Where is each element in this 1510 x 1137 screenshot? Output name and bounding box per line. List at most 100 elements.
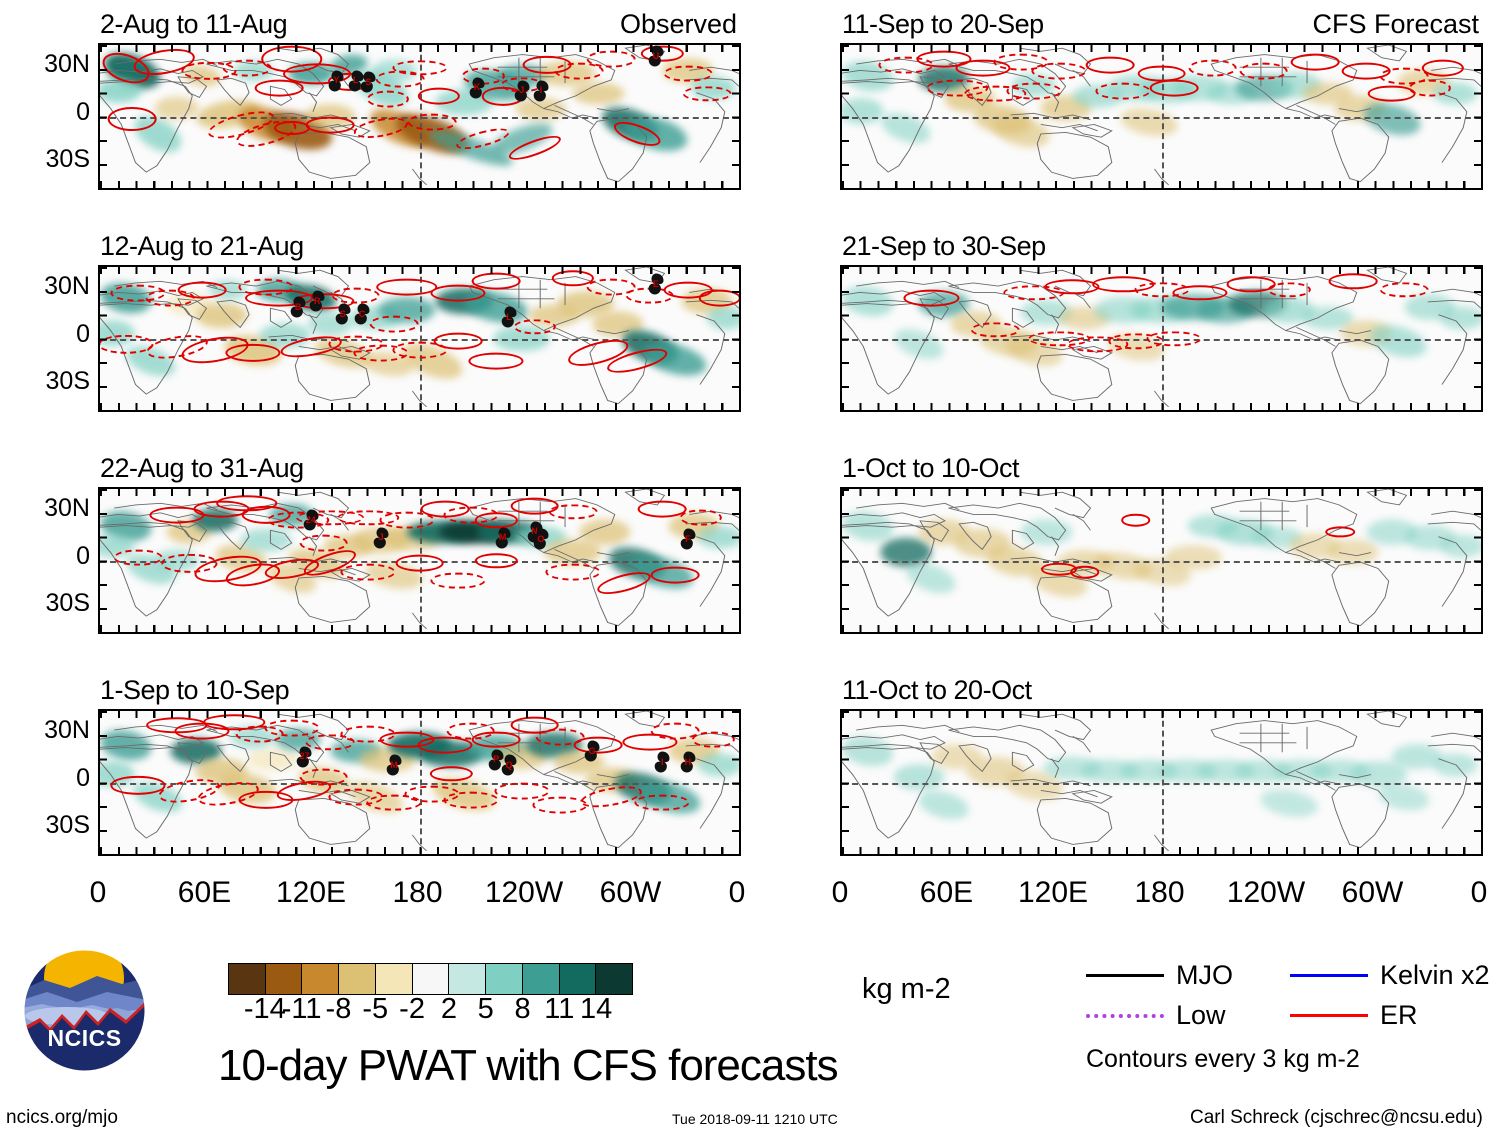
pwat-anomaly-shading xyxy=(100,489,739,632)
storm-marker[interactable]: L xyxy=(500,306,517,329)
pwat-anomaly-shading xyxy=(100,267,739,410)
y-tick-label: 30N xyxy=(44,715,90,744)
storm-marker[interactable]: M xyxy=(494,526,511,549)
hurricane-icon xyxy=(648,273,664,295)
storm-label: B xyxy=(294,301,302,312)
hurricane-icon xyxy=(373,527,389,549)
legend-entry-low: Low xyxy=(1086,1002,1226,1029)
x-tick-label: 120E xyxy=(1017,876,1089,909)
panel-title: 2-Aug to 11-Aug xyxy=(100,9,288,39)
storm-marker[interactable]: E xyxy=(647,273,664,296)
storm-marker[interactable]: P xyxy=(488,748,505,771)
storm-marker[interactable]: I xyxy=(654,751,671,774)
footer-timestamp: Tue 2018-09-11 1210 UTC xyxy=(672,1111,838,1127)
colorbar-tick-label: 11 xyxy=(544,993,575,1025)
map-plot[interactable] xyxy=(840,265,1483,412)
storm-marker[interactable]: J xyxy=(513,79,530,102)
storm-marker[interactable]: G xyxy=(584,740,601,763)
colorbar-ticklabels: -14 -11 -8 -5 -2 2 5 8 11 14 xyxy=(228,995,633,1029)
hurricane-icon xyxy=(361,71,376,93)
hurricane-icon xyxy=(514,80,530,102)
legend-label-er: ER xyxy=(1380,1000,1418,1030)
storm-marker[interactable]: C xyxy=(353,303,370,326)
footer-website[interactable]: ncics.org/mjo xyxy=(6,1107,118,1128)
storm-marker[interactable]: R xyxy=(309,290,326,313)
storm-label: 27 xyxy=(299,751,310,762)
hurricane-icon xyxy=(386,754,402,776)
storm-marker[interactable]: L xyxy=(347,69,364,92)
storm-label: L xyxy=(506,311,512,322)
storm-marker[interactable]: O xyxy=(532,528,549,551)
storm-marker[interactable]: K xyxy=(469,76,486,99)
storm-label: R xyxy=(314,295,321,306)
storm-marker[interactable]: 24 xyxy=(302,509,319,532)
storm-marker[interactable]: H xyxy=(679,751,696,774)
contour-interval-note: Contours every 3 kg m-2 xyxy=(1086,1045,1360,1073)
x-tick-label: 0 xyxy=(831,876,849,909)
dateline xyxy=(1161,267,1164,410)
colorbar-tick-label: -11 xyxy=(281,993,322,1025)
dateline xyxy=(1161,489,1164,632)
storm-marker[interactable]: I xyxy=(532,79,549,102)
contour-legend: MJO Kelvin x2 Low ER Contours every 3 kg… xyxy=(1086,962,1490,1073)
y-tick-label: 30S xyxy=(45,367,90,396)
colorbar-swatch xyxy=(265,964,303,994)
colorbar-tick-label: 8 xyxy=(514,993,531,1025)
map-plot[interactable] xyxy=(840,487,1483,634)
hurricane-icon xyxy=(309,290,325,312)
storm-label: M xyxy=(390,759,398,770)
storm-label: M xyxy=(498,532,507,543)
hurricane-icon xyxy=(488,749,504,771)
panel-title: 11-Oct to 20-Oct xyxy=(842,675,1032,705)
ncics-logo-text: NCICS xyxy=(47,1025,122,1051)
panel-title: 1-Sep to 10-Sep xyxy=(100,675,290,705)
hurricane-icon xyxy=(329,70,344,92)
storm-marker[interactable]: M xyxy=(385,754,402,777)
map-plot[interactable] xyxy=(840,43,1483,190)
panel-title: 22-Aug to 31-Aug xyxy=(100,453,304,483)
hurricane-icon xyxy=(501,306,517,328)
legend-label-low: Low xyxy=(1176,1000,1226,1030)
storm-marker[interactable]: 27 xyxy=(296,745,313,768)
storm-marker[interactable]: B xyxy=(290,296,307,319)
panel-title: 21-Sep to 30-Sep xyxy=(842,231,1046,261)
hurricane-icon xyxy=(501,754,517,776)
hurricane-icon xyxy=(290,296,306,318)
storm-marker[interactable]: U xyxy=(647,45,664,68)
y-tick-label: 30N xyxy=(44,493,90,522)
colorbar-tick-label: 14 xyxy=(580,993,613,1025)
panel-title: 11-Sep to 20-Sep xyxy=(842,9,1044,39)
storm-marker[interactable]: J xyxy=(373,526,390,549)
y-tick-label: 30S xyxy=(45,145,90,174)
storm-label: Y xyxy=(333,75,340,86)
colorbar-swatch xyxy=(449,964,487,994)
map-plot[interactable]: 27 M P Q G I H xyxy=(98,709,741,856)
footer-author: Carl Schreck (cjschrec@ncsu.edu) xyxy=(1190,1107,1483,1128)
colorbar-swatch xyxy=(375,964,413,994)
storm-marker[interactable]: Y xyxy=(328,69,345,92)
y-tick-label: 30N xyxy=(44,271,90,300)
x-tick-label: 0 xyxy=(89,876,107,909)
storm-label: L xyxy=(352,75,359,86)
x-tick-label: 60E xyxy=(177,876,232,909)
y-tick-label: 30S xyxy=(45,811,90,840)
colorbar-units: kg m-2 xyxy=(862,973,951,1005)
x-tick-label: 60W xyxy=(1341,876,1404,909)
storm-marker[interactable]: F xyxy=(679,528,696,551)
dateline xyxy=(1161,711,1164,854)
storm-marker[interactable]: S xyxy=(360,71,377,94)
storm-marker[interactable]: S xyxy=(334,303,351,326)
map-plot[interactable] xyxy=(840,709,1483,856)
pwat-anomaly-shading xyxy=(842,711,1481,854)
map-plot[interactable]: 24 J M N O F xyxy=(98,487,741,634)
colorbar-swatch xyxy=(486,964,523,994)
hurricane-icon xyxy=(335,303,351,325)
colorbar-tick-label: -5 xyxy=(362,993,389,1025)
legend-label-kelvin: Kelvin x2 xyxy=(1380,960,1490,990)
map-plot[interactable]: B R S C L E xyxy=(98,265,741,412)
coastlines xyxy=(842,267,1481,408)
x-tick-label: 60E xyxy=(919,876,974,909)
storm-marker[interactable]: Q xyxy=(500,754,517,777)
colorbar-tick-label: 2 xyxy=(440,993,457,1025)
